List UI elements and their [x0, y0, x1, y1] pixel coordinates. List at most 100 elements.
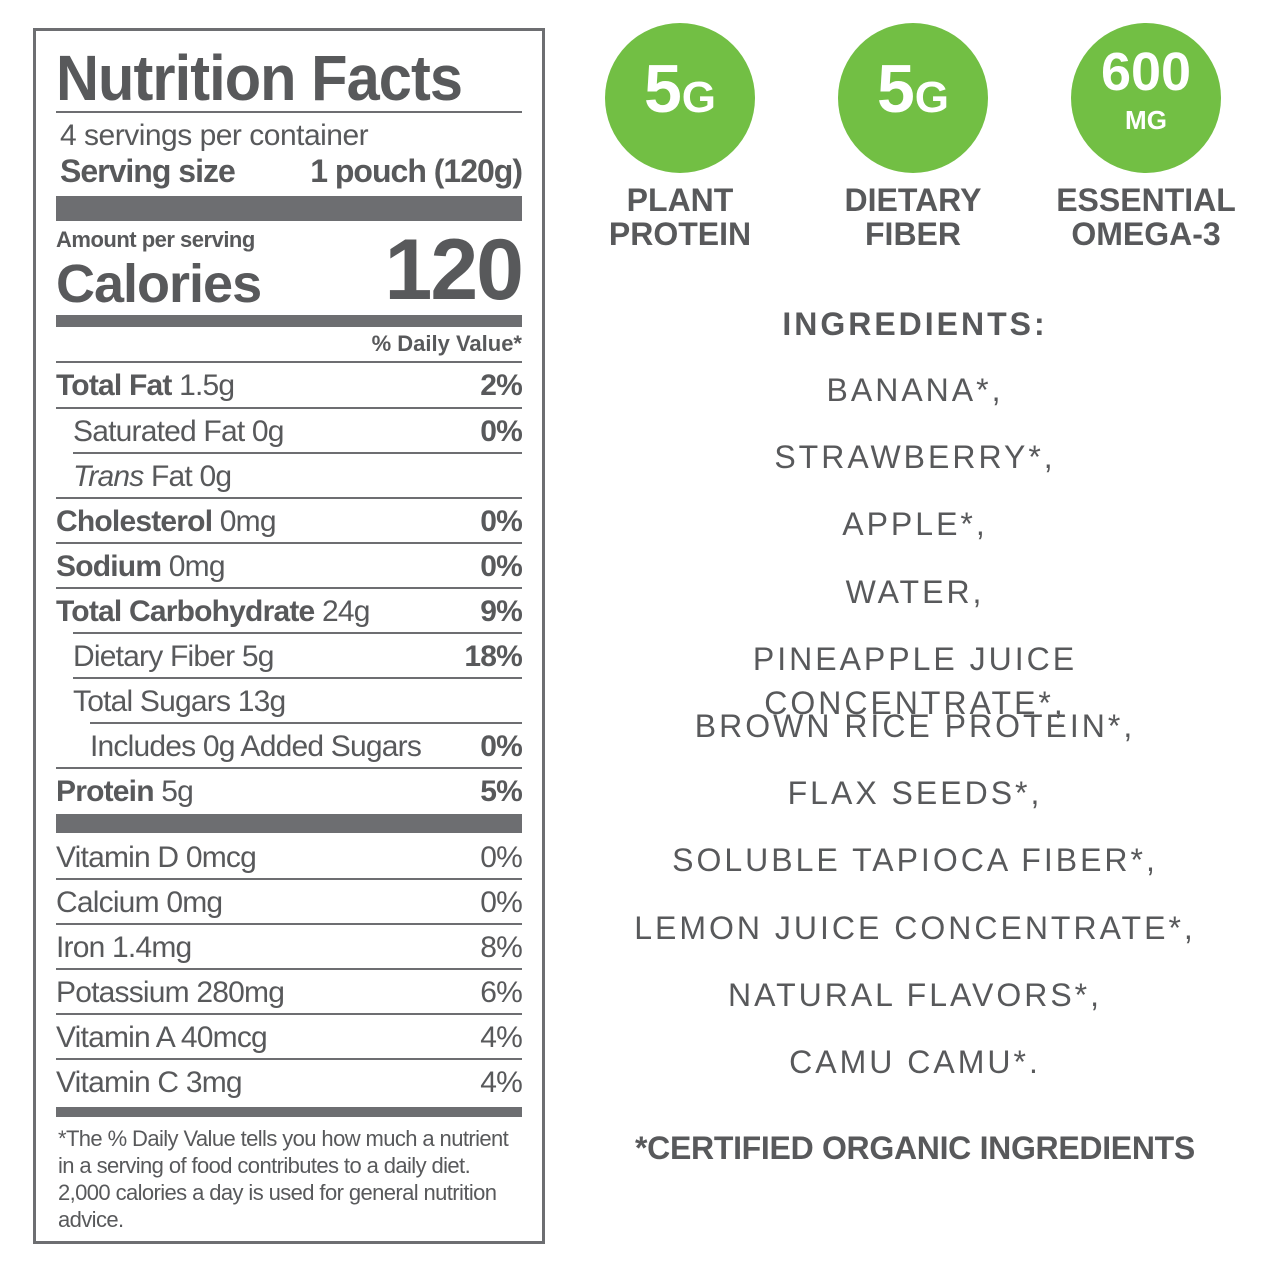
vitamin-amount: 0mg	[166, 885, 223, 919]
nutrient-name: Total Sugars	[73, 684, 231, 718]
ingredient-item: CAMU CAMU*.	[789, 1043, 1041, 1080]
nutrient-dv: 9%	[480, 594, 523, 628]
vitamin-name: Vitamin C	[56, 1065, 179, 1099]
badge-number: 5	[643, 51, 682, 127]
thick-rule-top	[56, 196, 522, 221]
nutrient-row-total-fat: Total Fat 1.5g 2%	[56, 363, 523, 408]
vitamin-dv: 0%	[480, 840, 523, 874]
title-rule	[56, 111, 522, 113]
vitamin-dv: 6%	[480, 975, 523, 1009]
nutrient-name-suffix: Fat	[151, 459, 193, 493]
nutrient-amount: 1.5g	[179, 368, 235, 402]
badge-unit: G	[914, 73, 950, 122]
nutrient-dv: 0%	[480, 504, 523, 538]
nutrient-name: Cholesterol	[56, 504, 213, 538]
ingredient-item: LEMON JUICE CONCENTRATE*,	[634, 909, 1196, 946]
badge-caption-line: OMEGA-3	[1071, 216, 1221, 252]
vitamin-name: Potassium	[56, 975, 190, 1009]
vitamin-dv: 0%	[480, 885, 523, 919]
ingredient-item: NATURAL FLAVORS*,	[727, 976, 1103, 1013]
ingredient-item: PINEAPPLE JUICE CONCENTRATE*,	[752, 640, 1078, 721]
nutrient-amount: 5g	[241, 639, 275, 673]
daily-value-header: % Daily Value*	[371, 331, 522, 356]
nutrition-facts-panel: Nutrition Facts 4 servings per container…	[33, 28, 545, 1244]
amount-per-serving: Amount per serving	[56, 227, 255, 252]
vitamin-row-iron: Iron 1.4mg 8%	[56, 925, 523, 970]
nutrient-dv: 5%	[480, 774, 523, 808]
thick-rule-footnote	[56, 1107, 522, 1117]
serving-size-label: Serving size	[60, 153, 236, 189]
rule	[73, 452, 522, 454]
nutrient-row-total-sugars: Total Sugars 13g	[56, 679, 522, 724]
rule	[73, 677, 522, 679]
nutrient-dv: 18%	[464, 639, 522, 673]
nutrient-amount: 24g	[321, 594, 370, 628]
vitamin-row-vitamin-d: Vitamin D 0mcg 0%	[56, 835, 523, 880]
thick-rule-vitamins	[56, 814, 522, 833]
badge-caption-line: DIETARY	[844, 182, 982, 218]
vitamin-amount: 1.4mg	[112, 930, 192, 964]
badge-caption-line: PLANT	[626, 182, 734, 218]
nutrient-name: Protein	[56, 774, 155, 808]
nutrient-row-total-carbohydrate: Total Carbohydrate 24g 9%	[56, 589, 523, 634]
nutrient-name: Total Fat	[56, 368, 172, 402]
badge-caption-line: FIBER	[865, 216, 961, 252]
vitamin-row-potassium: Potassium 280mg 6%	[56, 970, 523, 1015]
vitamin-row-vitamin-c: Vitamin C 3mg 4%	[56, 1060, 523, 1105]
ingredient-item: STRAWBERRY*,	[774, 439, 1056, 476]
ingredient-item: APPLE*,	[842, 506, 988, 543]
calories-label: Calories	[56, 254, 262, 314]
ingredient-item: FLAX SEEDS*,	[787, 775, 1043, 812]
nutrient-amount: 0g	[199, 459, 233, 493]
badge-number: 5	[876, 51, 915, 127]
nutrient-amount: 0mg	[219, 504, 277, 538]
vitamin-name: Vitamin A	[56, 1020, 174, 1054]
vitamin-name: Calcium	[56, 885, 160, 919]
nutrient-name: Total Carbohydrate	[56, 594, 315, 628]
nutrient-name: Trans	[73, 459, 144, 493]
nutrient-row-added-sugars: Includes 0g Added Sugars 0%	[56, 724, 523, 769]
vitamin-amount: 0mcg	[185, 840, 257, 874]
nutrient-row-trans-fat: Trans Fat 0g	[56, 454, 522, 499]
certified-organic-note: *CERTIFIED ORGANIC INGREDIENTS	[635, 1130, 1195, 1166]
rule	[56, 878, 522, 880]
ingredient-item: SOLUBLE TAPIOCA FIBER*,	[672, 842, 1158, 879]
nutrient-row-sodium: Sodium 0mg 0%	[56, 544, 523, 589]
nutrient-name: Includes 0g Added Sugars	[90, 729, 422, 763]
rule	[90, 722, 522, 724]
nutrient-amount: 0g	[251, 414, 285, 448]
rule	[56, 542, 522, 544]
medium-rule	[56, 315, 522, 327]
nutrient-amount: 5g	[161, 774, 194, 808]
nutrient-amount: 0mg	[168, 549, 226, 583]
ingredients-title: INGREDIENTS:	[782, 306, 1048, 342]
nutrient-name: Saturated Fat	[73, 414, 245, 448]
vitamin-row-calcium: Calcium 0mg 0%	[56, 880, 523, 925]
vitamin-name: Iron	[56, 930, 105, 964]
rule	[56, 968, 522, 970]
nutrient-row-cholesterol: Cholesterol 0mg 0%	[56, 499, 523, 544]
badge-caption-omega-3: ESSENTIAL OMEGA-3	[1026, 183, 1266, 251]
nutrient-name: Sodium	[56, 549, 162, 583]
vitamin-row-vitamin-a: Vitamin A 40mcg 4%	[56, 1015, 523, 1060]
ingredient-item: WATER,	[845, 573, 985, 610]
nutrient-amount: 13g	[237, 684, 286, 718]
nutrient-dv: 0%	[480, 729, 523, 763]
vitamin-amount: 3mg	[185, 1065, 243, 1099]
nutrient-dv: 0%	[480, 414, 523, 448]
vitamin-amount: 280mg	[196, 975, 285, 1009]
badge-unit: G	[681, 73, 717, 122]
nutrition-facts-title: Nutrition Facts	[56, 42, 463, 114]
servings-per-container: 4 servings per container	[60, 119, 369, 152]
badge-dietary-fiber: 5G	[838, 23, 988, 173]
nutrient-dv: 2%	[480, 368, 523, 402]
rule	[56, 587, 522, 589]
rule	[56, 1058, 522, 1060]
rule	[56, 1013, 522, 1015]
ingredient-item: BROWN RICE PROTEIN*,	[694, 707, 1136, 744]
vitamin-dv: 8%	[480, 930, 523, 964]
nutrient-dv: 0%	[480, 549, 523, 583]
badge-value: 5G	[838, 55, 988, 123]
nutrient-name: Dietary Fiber	[73, 639, 235, 673]
serving-size-row: Serving size 1 pouch (120g)	[60, 153, 523, 190]
